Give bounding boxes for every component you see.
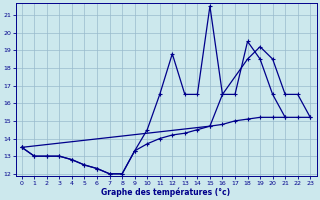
X-axis label: Graphe des températures (°c): Graphe des températures (°c) <box>101 187 231 197</box>
